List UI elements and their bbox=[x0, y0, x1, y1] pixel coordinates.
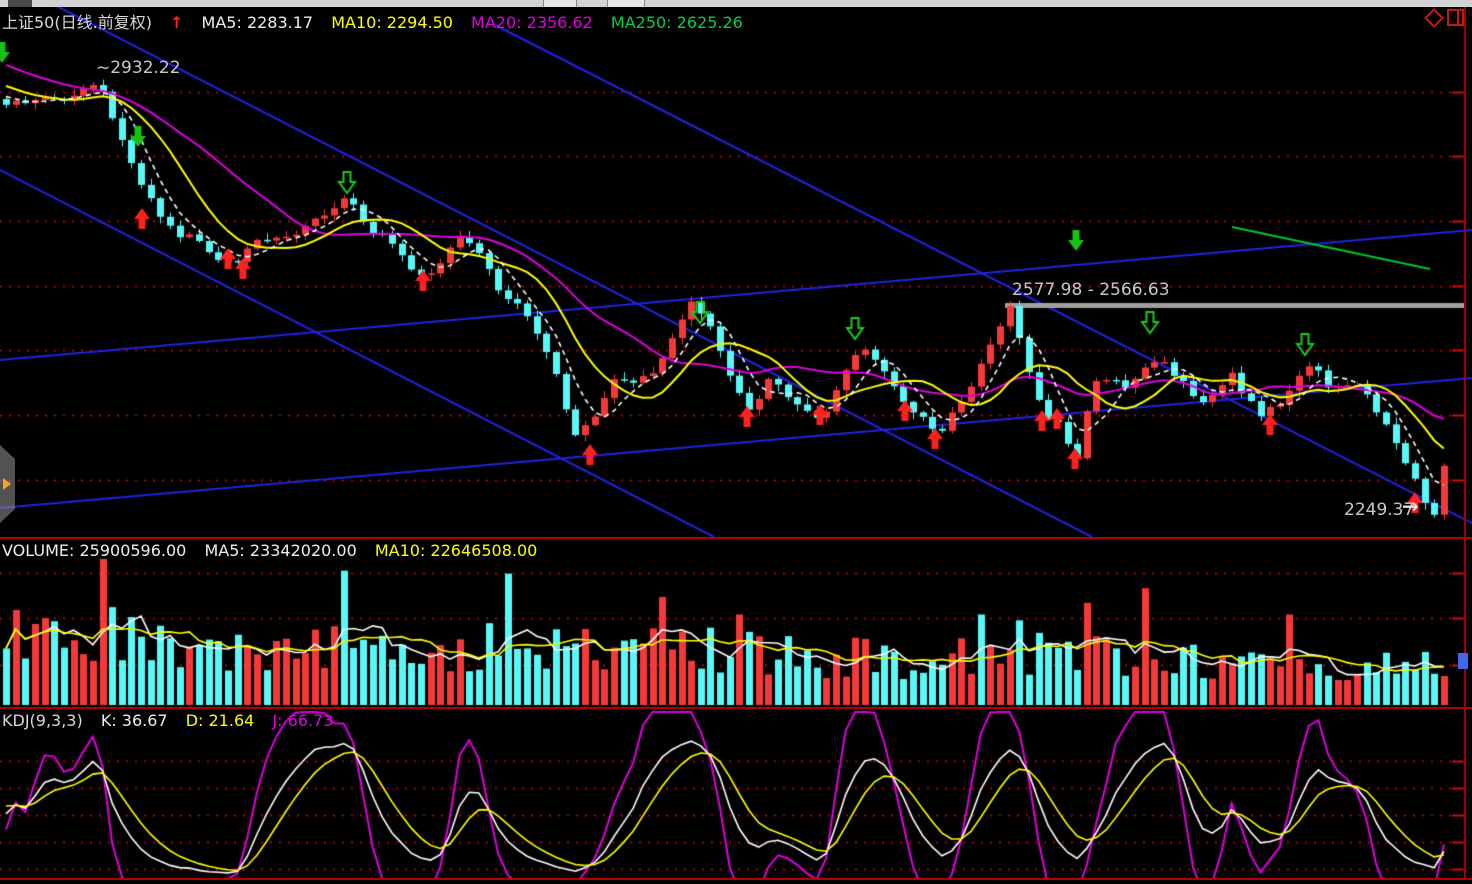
kdj-j-value: J: 66.73 bbox=[272, 711, 334, 730]
expand-arrow-icon bbox=[3, 478, 11, 490]
window-panel-icon-bar bbox=[1457, 11, 1459, 24]
volume-panel-header: VOLUME: 25900596.00 MA5: 23342020.00 MA1… bbox=[2, 541, 550, 560]
kdj-indicator-name: KDJ(9,3,3) bbox=[2, 711, 83, 730]
peak-price-annotation: ~2932.22 bbox=[96, 58, 181, 78]
ma10-value: MA10: 2294.50 bbox=[331, 13, 453, 32]
ma20-value: MA20: 2356.62 bbox=[471, 13, 593, 32]
top-strip-divider bbox=[607, 0, 645, 7]
volume-chart-canvas[interactable] bbox=[0, 539, 1472, 707]
volume-value: VOLUME: 25900596.00 bbox=[2, 541, 187, 560]
top-strip-notch bbox=[8, 0, 32, 7]
kdj-k-value: K: 36.67 bbox=[100, 711, 168, 730]
symbol-title: 上证50(日线.前复权) bbox=[2, 13, 152, 32]
volume-ma10-value: MA10: 22646508.00 bbox=[374, 541, 538, 560]
volume-ma5-value: MA5: 23342020.00 bbox=[204, 541, 357, 560]
last-price-annotation: 2249.37 bbox=[1344, 500, 1415, 520]
resistance-range-annotation: 2577.98 - 2566.63 bbox=[1012, 280, 1170, 300]
main-price-chart-canvas[interactable] bbox=[0, 0, 1472, 537]
panel-divider bbox=[0, 707, 1472, 709]
kdj-d-value: D: 21.64 bbox=[185, 711, 255, 730]
right-border bbox=[1464, 0, 1466, 880]
kdj-chart-canvas[interactable] bbox=[0, 709, 1472, 878]
kdj-panel-header: KDJ(9,3,3) K: 36.67 D: 21.64 J: 66.73 bbox=[2, 711, 346, 730]
top-strip-divider bbox=[543, 0, 577, 7]
window-top-strip bbox=[0, 0, 1472, 7]
window-panel-icon[interactable] bbox=[1447, 9, 1464, 26]
last-price-arrow-icon: → bbox=[1402, 494, 1419, 518]
ma5-value: MA5: 2283.17 bbox=[201, 13, 314, 32]
bottom-border bbox=[0, 878, 1472, 880]
trend-up-arrow-icon: ↑ bbox=[170, 13, 184, 32]
sidebar-expand-handle[interactable] bbox=[0, 445, 15, 523]
panel-divider bbox=[0, 537, 1472, 539]
ma250-value: MA250: 2625.26 bbox=[610, 13, 743, 32]
scroll-marker[interactable] bbox=[1458, 653, 1468, 669]
main-chart-header: 上证50(日线.前复权) ↑ MA5: 2283.17 MA10: 2294.5… bbox=[2, 9, 756, 33]
